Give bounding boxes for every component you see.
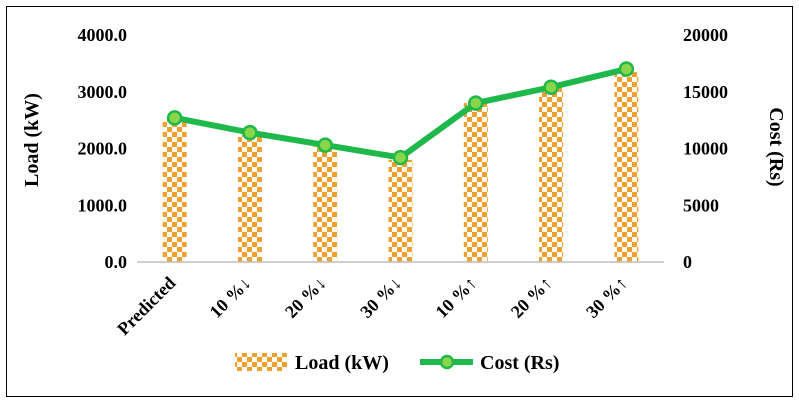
bar-load-2	[313, 145, 338, 262]
cost-point-5	[543, 79, 559, 95]
left-tick-label: 0.0	[105, 252, 128, 272]
left-tick-label: 1000.0	[78, 195, 128, 215]
left-tick-label: 3000.0	[78, 82, 128, 102]
cost-point-0	[166, 110, 183, 126]
legend-cost-label: Cost (Rs)	[480, 352, 559, 374]
category-label: Predicted	[113, 273, 179, 339]
category-label: 30 %↑	[582, 273, 631, 322]
legend: Load (kW) Cost (Rs)	[235, 352, 559, 374]
bar-load-6	[614, 71, 639, 262]
right-axis-ticks: 0 5000 10000 15000 20000	[683, 25, 728, 272]
category-label: 30 %↓	[356, 273, 405, 322]
legend-load-label: Load (kW)	[295, 352, 389, 374]
right-tick-label: 5000	[683, 195, 719, 215]
left-axis-ticks: 0.0 1000.0 2000.0 3000.0 4000.0	[78, 25, 128, 272]
bar-load-3	[388, 159, 413, 262]
cost-point-3	[392, 149, 409, 166]
line-layer	[166, 61, 635, 166]
cost-point-1	[242, 124, 258, 141]
chart-frame: 0.0 1000.0 2000.0 3000.0 4000.0 0 5000 10000 15…	[6, 6, 793, 397]
right-tick-label: 15000	[683, 82, 728, 102]
bar-load-1	[237, 131, 262, 262]
cost-point-4	[468, 95, 484, 111]
legend-cost-marker	[439, 354, 455, 370]
category-label: 20 %↓	[281, 273, 330, 322]
bars-layer	[162, 71, 639, 262]
bar-load-4	[463, 103, 488, 262]
left-axis-title: Load (kW)	[21, 93, 43, 187]
right-axis-title: Cost (Rs)	[765, 107, 787, 186]
cost-point-2	[317, 137, 333, 153]
category-label: 20 %↑	[507, 273, 556, 322]
right-tick-label: 0	[683, 252, 692, 272]
category-labels: Predicted 10 %↓ 20 %↓ 30 %↓ 10 %↑ 20 %↑ 30 %↑	[113, 273, 631, 339]
legend-load-swatch	[235, 353, 287, 371]
chart: 0.0 1000.0 2000.0 3000.0 4000.0 0 5000 10000 15…	[21, 25, 787, 374]
cost-point-6	[618, 61, 635, 77]
right-tick-label: 10000	[683, 139, 728, 159]
left-tick-label: 4000.0	[78, 25, 128, 45]
bar-load-5	[539, 86, 564, 262]
right-tick-label: 20000	[683, 25, 728, 45]
left-tick-label: 2000.0	[78, 139, 128, 159]
category-label: 10 %↑	[431, 273, 480, 322]
bar-load-0	[162, 117, 187, 262]
category-label: 10 %↓	[206, 273, 255, 322]
